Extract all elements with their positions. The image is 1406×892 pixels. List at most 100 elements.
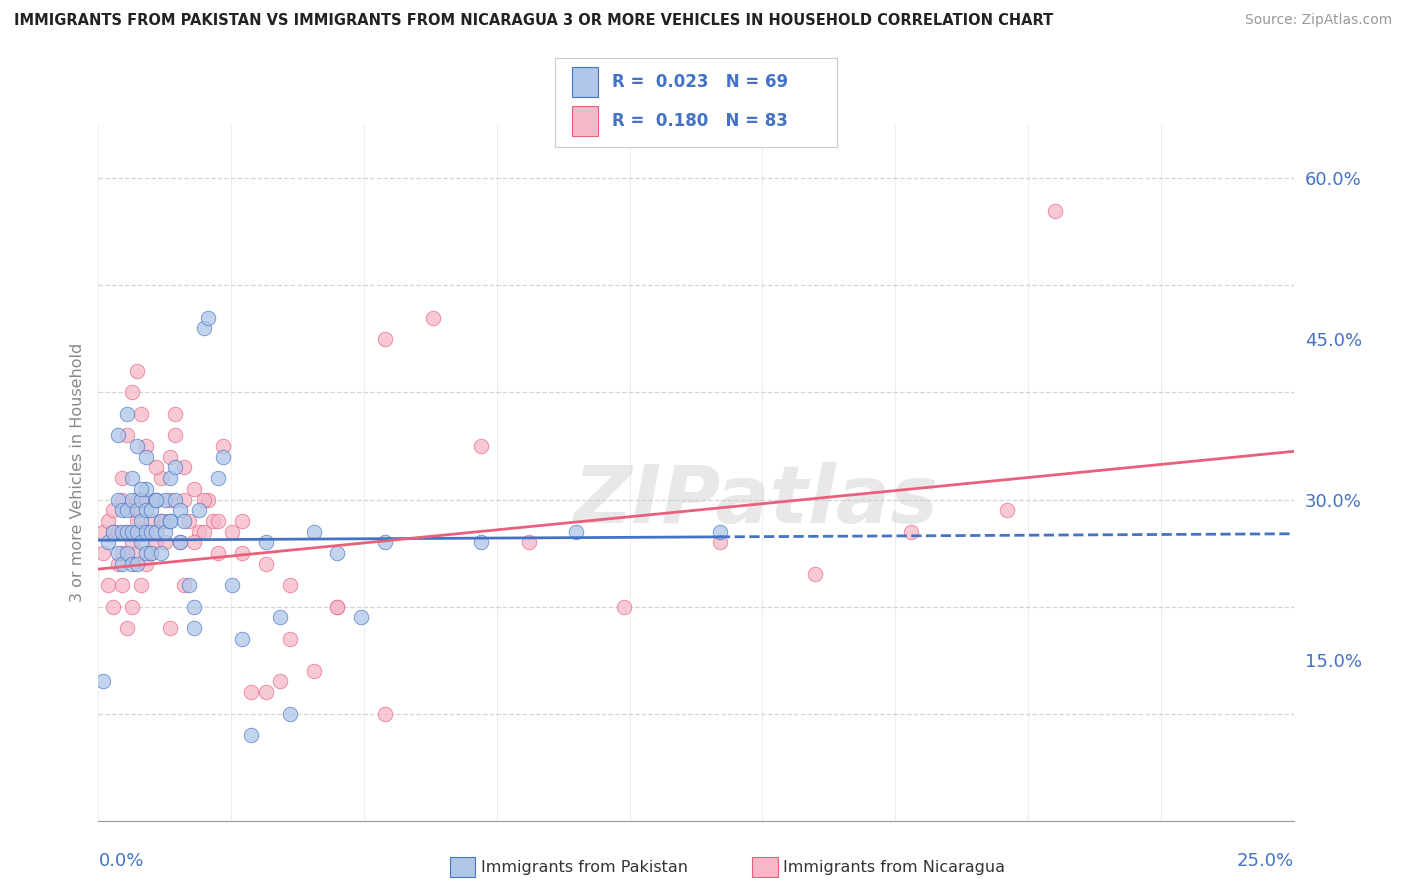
Point — [187, 524, 209, 539]
Point — [240, 728, 263, 742]
Point — [149, 471, 172, 485]
Point — [254, 685, 277, 699]
Point — [135, 439, 157, 453]
Point — [197, 492, 219, 507]
Point — [155, 492, 177, 507]
Point — [254, 535, 277, 549]
Point — [207, 546, 229, 560]
Point — [149, 514, 172, 528]
Point — [269, 674, 291, 689]
Point — [131, 535, 153, 549]
Point — [145, 492, 167, 507]
Point — [326, 599, 349, 614]
Point — [101, 524, 124, 539]
Text: IMMIGRANTS FROM PAKISTAN VS IMMIGRANTS FROM NICARAGUA 3 OR MORE VEHICLES IN HOUS: IMMIGRANTS FROM PAKISTAN VS IMMIGRANTS F… — [14, 13, 1053, 29]
Point — [326, 546, 349, 560]
Point — [159, 450, 181, 464]
Point — [107, 557, 129, 571]
Point — [145, 460, 167, 475]
Point — [155, 535, 177, 549]
Point — [163, 492, 186, 507]
Point — [193, 524, 215, 539]
Point — [169, 503, 191, 517]
Point — [131, 524, 153, 539]
Point — [145, 492, 167, 507]
Point — [111, 578, 134, 592]
Point — [135, 557, 157, 571]
Point — [135, 524, 157, 539]
Text: R =  0.180   N = 83: R = 0.180 N = 83 — [612, 112, 787, 130]
Point — [111, 546, 134, 560]
Point — [125, 503, 148, 517]
Point — [159, 514, 181, 528]
Point — [125, 546, 148, 560]
Point — [111, 503, 134, 517]
Text: R =  0.023   N = 69: R = 0.023 N = 69 — [612, 73, 787, 91]
Point — [374, 706, 396, 721]
Point — [231, 546, 253, 560]
Point — [183, 599, 205, 614]
Point — [125, 492, 148, 507]
Point — [135, 482, 157, 496]
Text: Immigrants from Pakistan: Immigrants from Pakistan — [481, 860, 688, 874]
Point — [278, 578, 301, 592]
Point — [169, 535, 191, 549]
Point — [1043, 203, 1066, 218]
Point — [135, 450, 157, 464]
Point — [145, 492, 167, 507]
Point — [173, 514, 195, 528]
Point — [995, 503, 1018, 517]
Point — [709, 524, 731, 539]
Point — [111, 471, 134, 485]
Point — [121, 599, 143, 614]
Point — [159, 471, 181, 485]
Point — [179, 578, 201, 592]
Point — [163, 428, 186, 442]
Point — [101, 524, 124, 539]
Point — [155, 524, 177, 539]
Point — [221, 578, 243, 592]
Point — [91, 524, 114, 539]
Point — [135, 503, 157, 517]
Point — [115, 524, 138, 539]
Point — [131, 492, 153, 507]
Point — [115, 524, 138, 539]
Point — [221, 524, 243, 539]
Point — [115, 621, 138, 635]
Point — [107, 546, 129, 560]
Point — [139, 546, 162, 560]
Point — [350, 610, 373, 624]
Point — [125, 364, 148, 378]
Text: ZIPatlas: ZIPatlas — [574, 461, 938, 540]
Point — [278, 706, 301, 721]
Point — [197, 310, 219, 325]
Point — [145, 535, 167, 549]
Point — [173, 460, 195, 475]
Point — [565, 524, 588, 539]
Point — [254, 557, 277, 571]
Point — [149, 546, 172, 560]
Point — [115, 503, 138, 517]
Point — [135, 546, 157, 560]
Point — [131, 482, 153, 496]
Point — [115, 407, 138, 421]
Point — [97, 535, 120, 549]
Point — [169, 535, 191, 549]
Point — [470, 439, 492, 453]
Point — [107, 524, 129, 539]
Point — [131, 578, 153, 592]
Point — [121, 535, 143, 549]
Point — [131, 514, 153, 528]
Point — [121, 471, 143, 485]
Point — [179, 514, 201, 528]
Point — [173, 492, 195, 507]
Point — [107, 428, 129, 442]
Point — [139, 524, 162, 539]
Point — [709, 535, 731, 549]
Text: Source: ZipAtlas.com: Source: ZipAtlas.com — [1244, 13, 1392, 28]
Point — [183, 535, 205, 549]
Point — [302, 664, 325, 678]
Point — [155, 514, 177, 528]
Point — [145, 524, 167, 539]
Point — [804, 567, 827, 582]
